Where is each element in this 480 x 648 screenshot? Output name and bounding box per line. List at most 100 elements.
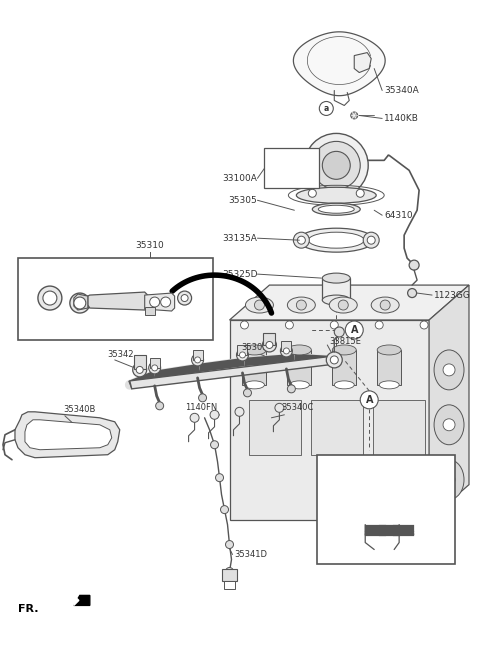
Circle shape [330, 356, 338, 364]
Polygon shape [144, 307, 155, 315]
Polygon shape [74, 596, 90, 605]
Ellipse shape [289, 381, 309, 389]
Circle shape [150, 297, 160, 307]
Bar [317, 455, 455, 564]
Circle shape [210, 410, 219, 419]
Bar [312, 400, 363, 455]
Polygon shape [15, 412, 120, 457]
Text: 1140KB: 1140KB [384, 114, 419, 123]
Circle shape [152, 365, 157, 371]
Circle shape [375, 321, 383, 329]
Circle shape [367, 236, 375, 244]
Circle shape [38, 286, 62, 310]
Text: 31337F: 31337F [341, 457, 375, 466]
Polygon shape [88, 292, 148, 310]
Circle shape [286, 321, 293, 329]
Text: 35305: 35305 [228, 196, 257, 205]
Circle shape [243, 389, 252, 397]
Circle shape [420, 321, 428, 329]
Ellipse shape [288, 297, 315, 313]
Text: 35310: 35310 [135, 240, 164, 249]
Text: 35340B: 35340B [63, 405, 95, 414]
Ellipse shape [318, 205, 354, 213]
Ellipse shape [379, 381, 399, 389]
Text: FR.: FR. [18, 605, 38, 614]
Bar [222, 570, 238, 581]
Polygon shape [229, 320, 429, 520]
Text: 33100A: 33100A [223, 174, 257, 183]
Circle shape [296, 300, 306, 310]
Circle shape [216, 474, 224, 481]
Bar [281, 341, 291, 351]
Text: A: A [350, 325, 358, 335]
Ellipse shape [242, 345, 266, 355]
Circle shape [226, 568, 233, 575]
Circle shape [74, 297, 86, 309]
Circle shape [334, 327, 344, 337]
Circle shape [161, 297, 170, 307]
Ellipse shape [434, 350, 464, 390]
Circle shape [178, 291, 192, 305]
Circle shape [328, 466, 342, 480]
Ellipse shape [244, 381, 264, 389]
Ellipse shape [322, 295, 350, 305]
Bar [377, 350, 401, 385]
Ellipse shape [334, 381, 354, 389]
Circle shape [319, 102, 333, 115]
Circle shape [283, 348, 289, 354]
Ellipse shape [308, 232, 364, 248]
Circle shape [275, 403, 284, 412]
Circle shape [363, 232, 379, 248]
Text: a: a [333, 469, 338, 477]
Circle shape [298, 236, 305, 244]
Circle shape [235, 408, 244, 416]
Ellipse shape [322, 273, 350, 283]
Circle shape [43, 291, 57, 305]
Text: 35341D: 35341D [235, 550, 267, 559]
Bar [238, 345, 248, 355]
Text: 35325D: 35325D [222, 270, 257, 279]
Text: 64310: 64310 [384, 211, 413, 220]
Circle shape [280, 345, 292, 357]
Bar [18, 258, 213, 340]
Circle shape [304, 133, 368, 197]
Bar [250, 400, 301, 455]
Circle shape [360, 391, 378, 409]
Circle shape [380, 300, 390, 310]
Polygon shape [229, 285, 469, 320]
Circle shape [330, 321, 338, 329]
Polygon shape [293, 32, 385, 96]
Text: a: a [324, 104, 329, 113]
Ellipse shape [299, 228, 374, 252]
Text: 1123GG: 1123GG [434, 290, 471, 299]
Circle shape [220, 505, 228, 514]
Circle shape [70, 293, 90, 313]
Circle shape [345, 321, 363, 339]
Text: A: A [365, 395, 373, 405]
Circle shape [237, 349, 249, 361]
Ellipse shape [245, 297, 274, 313]
Text: 35312F: 35312F [25, 316, 56, 325]
Bar [288, 350, 312, 385]
Circle shape [409, 260, 419, 270]
Text: 35309: 35309 [241, 343, 268, 353]
Text: 35340C: 35340C [281, 403, 314, 412]
Circle shape [312, 141, 360, 189]
Ellipse shape [329, 297, 357, 313]
Bar [332, 350, 356, 385]
Circle shape [443, 419, 455, 431]
Circle shape [194, 357, 201, 363]
Polygon shape [25, 420, 112, 450]
Circle shape [263, 338, 276, 352]
Bar [264, 148, 319, 189]
Circle shape [443, 474, 455, 485]
Circle shape [199, 394, 206, 402]
Circle shape [443, 364, 455, 376]
Bar [150, 358, 160, 368]
Text: 33815E: 33815E [329, 338, 361, 347]
Circle shape [240, 321, 249, 329]
Text: 35312A: 35312A [20, 258, 52, 266]
Polygon shape [74, 294, 88, 310]
Circle shape [240, 352, 245, 358]
Circle shape [356, 189, 364, 197]
